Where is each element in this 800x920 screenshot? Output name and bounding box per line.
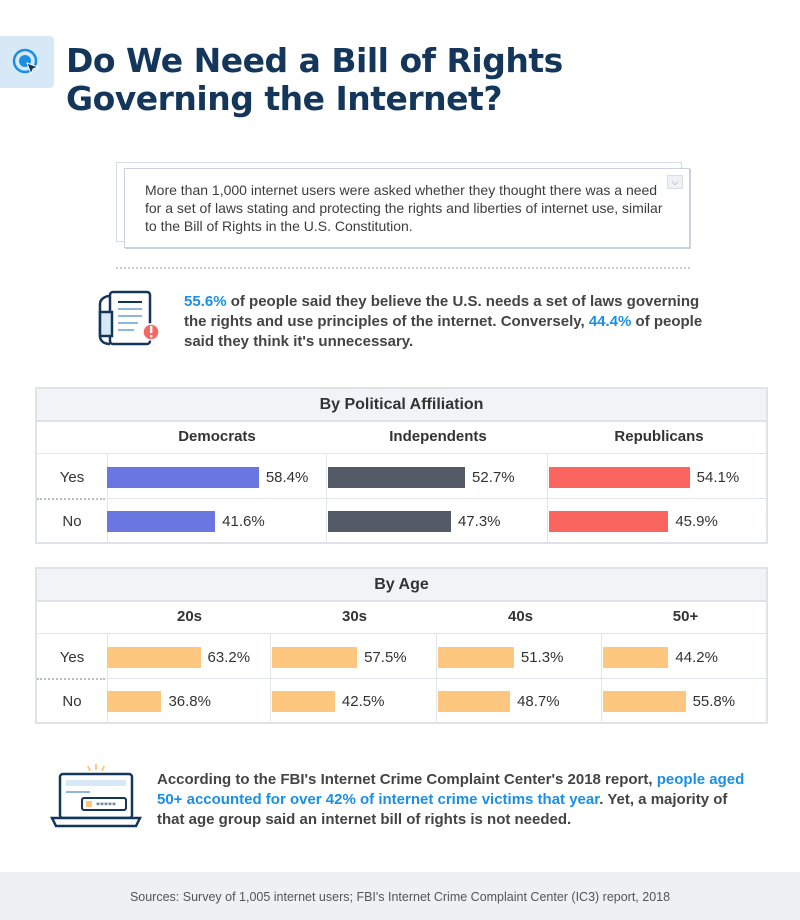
bar-republicans-no <box>549 511 669 532</box>
row-label-separator <box>37 498 105 500</box>
value-label-republicans-no: 45.9% <box>675 513 718 530</box>
intro-box: More than 1,000 internet users were aske… <box>116 162 690 248</box>
column-header-republicans: Republicans <box>614 428 704 445</box>
bar-30s-no <box>272 691 335 712</box>
value-label-democrats-yes: 58.4% <box>265 469 309 486</box>
fbi-text-part-1: According to the FBI's Internet Crime Co… <box>157 771 657 788</box>
fbi-text: According to the FBI's Internet Crime Co… <box>157 770 757 830</box>
bar-20s-yes <box>107 647 201 668</box>
column-header-democrats: Democrats <box>178 428 256 445</box>
bar-republicans-yes <box>549 467 690 488</box>
column-separator <box>326 453 327 542</box>
bar-democrats-yes <box>107 467 259 488</box>
fbi-text-part-3: . Yet, a majority of that age group said… <box>157 791 728 828</box>
sources-footer: Sources: Survey of 1,005 internet users;… <box>0 872 800 920</box>
row-label-yes: Yes <box>59 469 85 486</box>
column-separator <box>601 633 602 722</box>
bar-independents-yes <box>328 467 466 488</box>
stat-text-part-4: of people said they think it's unnecessa… <box>184 313 703 350</box>
bar-30s-yes <box>272 647 358 668</box>
bar-50-no <box>603 691 686 712</box>
laptop-password-icon: ***** <box>50 764 142 828</box>
svg-text:*****: ***** <box>96 801 116 810</box>
bar-40s-no <box>438 691 511 712</box>
value-label-independents-yes: 52.7% <box>472 469 515 486</box>
bar-democrats-no <box>107 511 216 532</box>
bar-50-yes <box>603 647 669 668</box>
row-label-no: No <box>62 513 82 530</box>
column-separator <box>270 633 271 722</box>
dotted-divider <box>116 267 690 269</box>
title-line-1: Do We Need a Bill of Rights <box>66 41 563 80</box>
column-header-30s: 30s <box>341 608 368 625</box>
stat-text-part-2: of people said they believe the U.S. nee… <box>184 293 700 330</box>
column-header-separator <box>37 633 766 634</box>
value-label-50-no: 55.8% <box>692 693 736 710</box>
age-table-title: By Age <box>37 569 766 602</box>
chevron-down-icon[interactable]: ⌵ <box>667 175 683 189</box>
row-label-separator <box>37 678 105 680</box>
title-line-2: Governing the Internet? <box>66 79 502 118</box>
column-header-separator <box>37 453 766 454</box>
value-label-democrats-no: 41.6% <box>222 513 265 530</box>
age-table: By Age Yes No 20s 63.2% 36.8% 30s 57.5% 42.5% 40… <box>35 567 768 724</box>
bar-20s-no <box>107 691 162 712</box>
value-label-40s-no: 48.7% <box>517 693 560 710</box>
bar-40s-yes <box>438 647 514 668</box>
political-affiliation-table: By Political Affiliation Yes No Democrats 5… <box>35 387 768 544</box>
value-label-republicans-yes: 54.1% <box>696 469 740 486</box>
document-alert-icon <box>98 290 160 346</box>
value-label-40s-yes: 51.3% <box>520 649 564 666</box>
column-separator <box>436 633 437 722</box>
row-separator <box>107 498 766 499</box>
value-label-independents-no: 47.3% <box>457 513 501 530</box>
stat-yes-pct: 55.6% <box>184 293 227 310</box>
page-title: Do We Need a Bill of Rights Governing th… <box>66 42 766 118</box>
stat-no-pct: 44.4% <box>588 313 632 330</box>
column-header-independents: Independents <box>389 428 487 445</box>
value-label-30s-yes: 57.5% <box>364 649 407 666</box>
intro-text: More than 1,000 internet users were aske… <box>145 182 663 234</box>
row-label-no: No <box>62 693 82 710</box>
value-label-20s-no: 36.8% <box>168 693 211 710</box>
column-separator <box>547 453 548 542</box>
stat-text: 55.6% of people said they believe the U.… <box>184 292 724 352</box>
row-label-yes: Yes <box>59 649 85 666</box>
fbi-highlight: people aged 50+ accounted for over 42% o… <box>157 771 745 808</box>
target-cursor-icon <box>12 48 40 76</box>
column-header-50: 50+ <box>672 608 699 625</box>
logo-badge <box>0 36 54 88</box>
value-label-50-yes: 44.2% <box>675 649 718 666</box>
column-header-20s: 20s <box>176 608 203 625</box>
bar-independents-no <box>328 511 451 532</box>
value-label-20s-yes: 63.2% <box>207 649 251 666</box>
column-separator <box>107 453 108 542</box>
value-label-30s-no: 42.5% <box>341 693 385 710</box>
column-separator <box>107 633 108 722</box>
political-table-title: By Political Affiliation <box>37 389 766 422</box>
intro-box-front-sheet: More than 1,000 internet users were aske… <box>124 168 690 248</box>
column-header-40s: 40s <box>507 608 534 625</box>
